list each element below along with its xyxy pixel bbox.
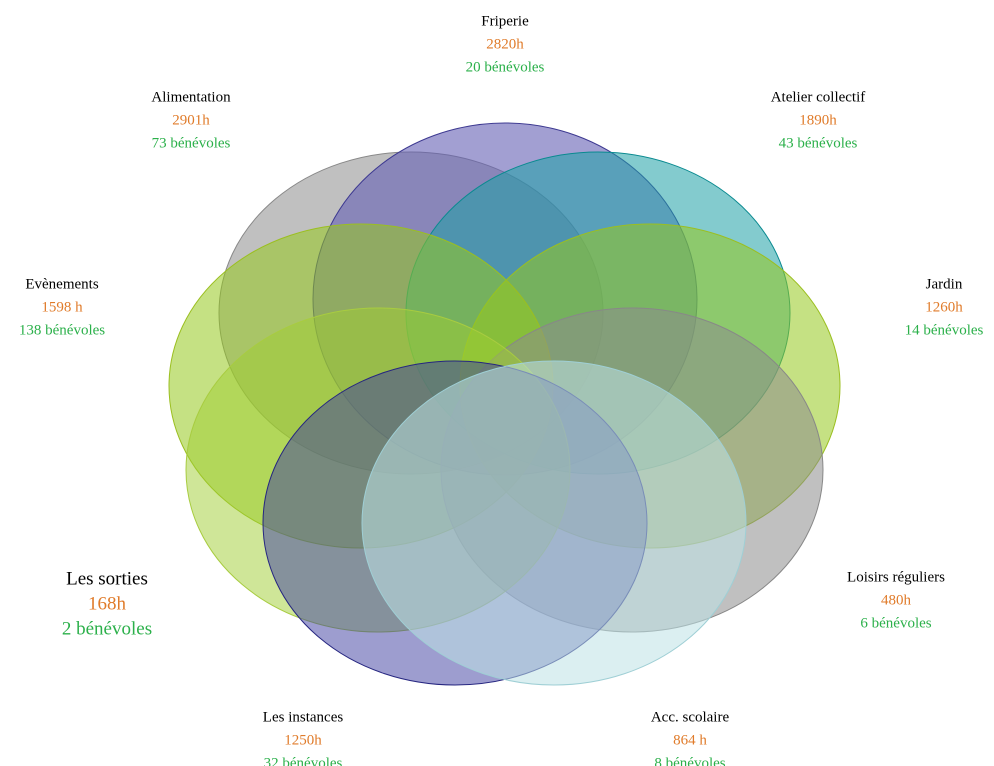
label-volunteers: 2 bénévoles: [62, 618, 152, 639]
label-name: Loisirs réguliers: [847, 569, 945, 585]
label-name: Atelier collectif: [771, 89, 866, 105]
label-volunteers: 73 bénévoles: [152, 135, 231, 151]
label-volunteers: 138 bénévoles: [19, 322, 105, 338]
label-name: Evènements: [25, 276, 98, 292]
label-name: Jardin: [926, 276, 963, 292]
label-volunteers: 14 bénévoles: [905, 322, 984, 338]
label-volunteers: 43 bénévoles: [779, 135, 858, 151]
label-volunteers: 32 bénévoles: [264, 755, 343, 766]
label-hours: 2820h: [486, 36, 524, 52]
label-volunteers: 6 bénévoles: [860, 615, 931, 631]
label-name: Les instances: [263, 709, 344, 725]
label-hours: 1260h: [925, 299, 963, 315]
label-volunteers: 20 bénévoles: [466, 59, 545, 75]
label-hours: 168h: [88, 593, 127, 614]
label-hours: 1598 h: [41, 299, 83, 315]
labels: Friperie 2820h 20 bénévoles Alimentation 290…: [19, 13, 984, 766]
label-hours: 2901h: [172, 112, 210, 128]
ellipses: [168, 122, 841, 686]
label-name: Les sorties: [66, 568, 148, 589]
label-name: Acc. scolaire: [651, 709, 730, 725]
label-name: Alimentation: [151, 89, 231, 105]
label-hours: 480h: [881, 592, 912, 608]
ellipse-scolaire: [361, 360, 747, 686]
label-hours: 864 h: [673, 732, 707, 748]
label-hours: 1250h: [284, 732, 322, 748]
label-volunteers: 8 bénévoles: [654, 755, 725, 766]
label-hours: 1890h: [799, 112, 837, 128]
label-name: Friperie: [481, 13, 529, 29]
